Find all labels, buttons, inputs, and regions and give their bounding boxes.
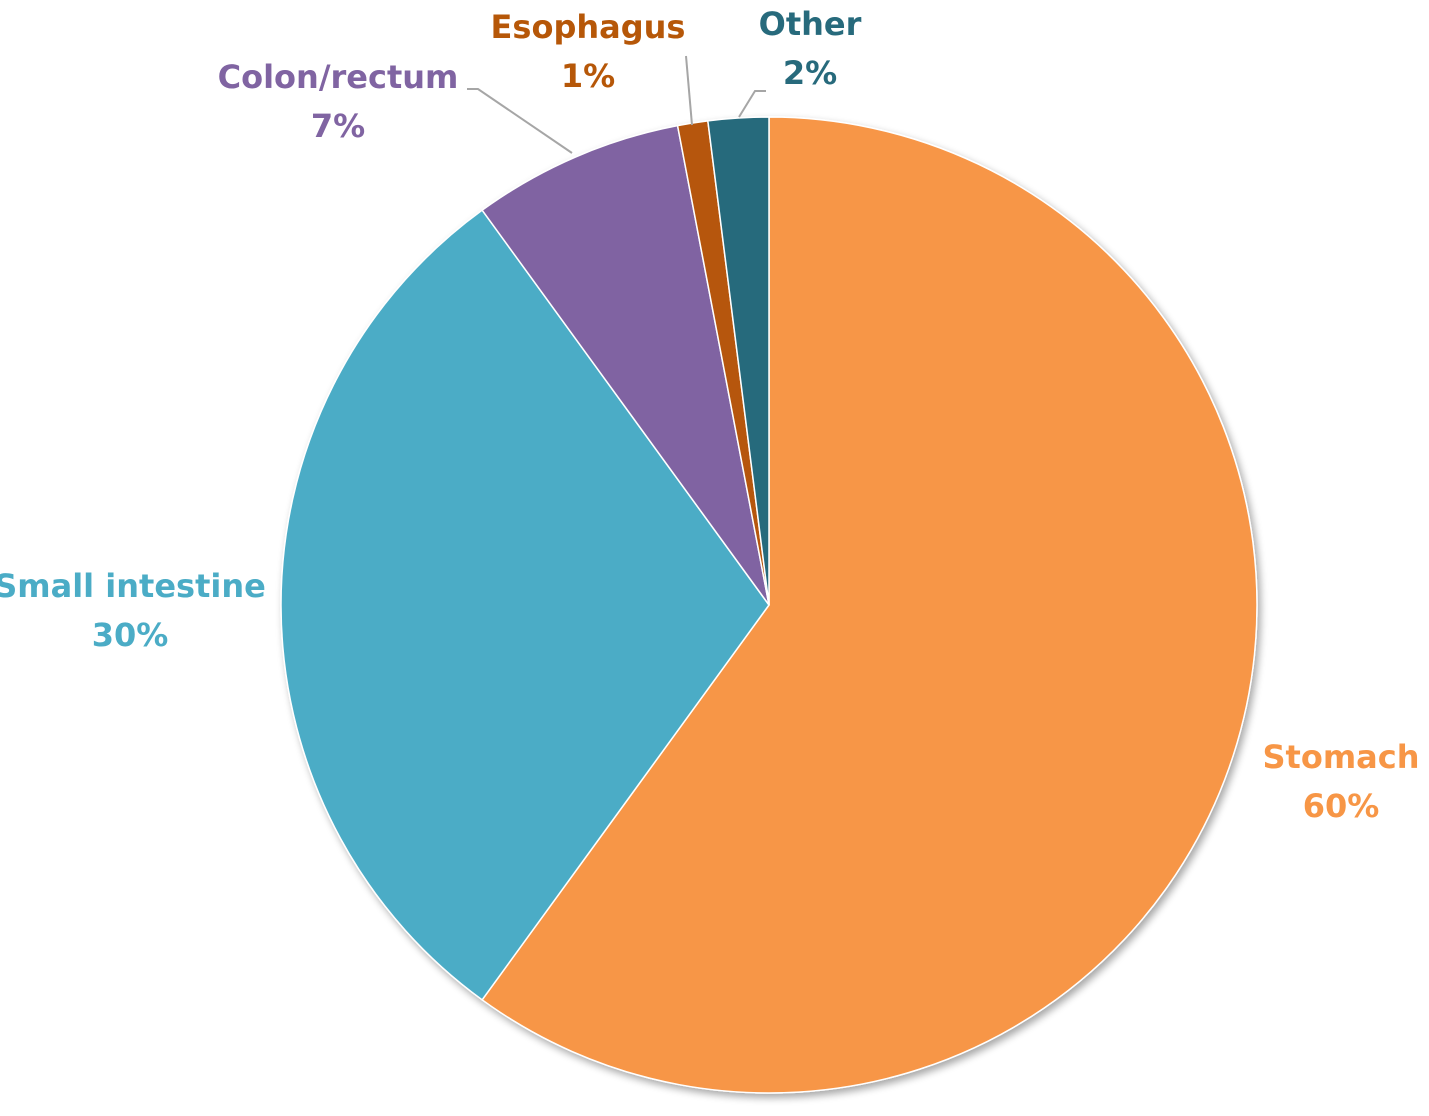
pie-slice-stomach — [481, 116, 1258, 1094]
slice-label-small-intestine: Small intestine — [0, 567, 266, 605]
pie-slices — [280, 116, 1258, 1094]
pie-slice-small-intestine — [280, 209, 770, 1001]
slice-label-colon-rectum: Colon/rectum — [218, 58, 459, 96]
leader-line-esophagus — [685, 55, 693, 126]
slice-value-stomach: 60% — [1303, 787, 1380, 825]
leader-lines — [467, 55, 766, 154]
pie-slice-other — [707, 116, 770, 606]
slice-label-esophagus: Esophagus — [491, 8, 686, 46]
slice-value-small-intestine: 30% — [92, 616, 169, 654]
slice-value-esophagus: 1% — [561, 57, 615, 95]
slice-label-other: Other — [759, 5, 862, 43]
pie-slice-colon-rectum — [481, 124, 770, 606]
slice-value-other: 2% — [783, 54, 837, 92]
slice-label-stomach: Stomach — [1262, 738, 1419, 776]
slice-labels: Stomach 60% Small intestine 30% Colon/rectum… — [0, 5, 1420, 825]
slice-value-colon-rectum: 7% — [311, 107, 365, 145]
leader-line-colon-rectum — [467, 88, 573, 154]
leader-line-other — [738, 90, 766, 118]
